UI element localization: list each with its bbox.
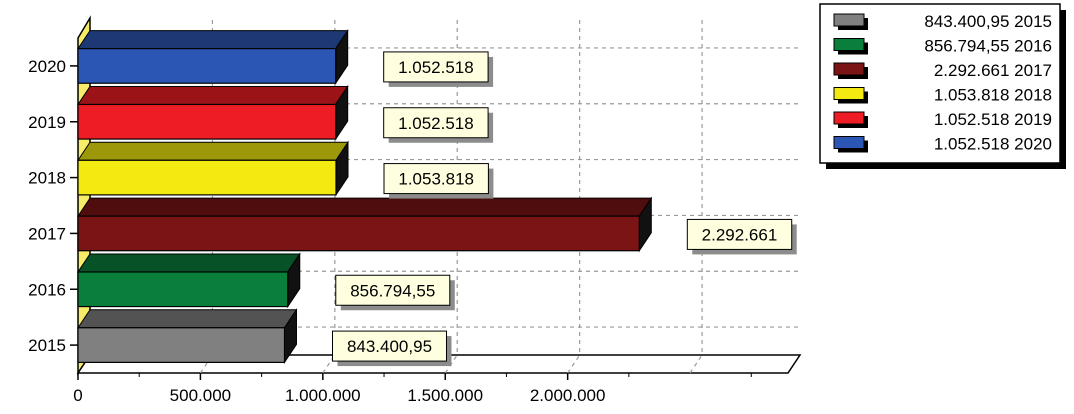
bar-front bbox=[77, 327, 286, 363]
bar-top bbox=[77, 85, 349, 105]
legend-item: 1.052.518 2020 bbox=[833, 135, 1052, 154]
bar-2017 bbox=[77, 196, 653, 253]
legend-swatch bbox=[833, 87, 865, 100]
bar-front bbox=[77, 48, 337, 84]
bar-2018 bbox=[77, 140, 349, 197]
data-label-text: 2.292.661 bbox=[702, 225, 778, 244]
data-label-2020: 1.052.518 bbox=[349, 51, 494, 87]
label-box bbox=[335, 274, 451, 306]
bar-2016 bbox=[77, 252, 301, 309]
x-axis: 0 500.000 1.000.000 1.500.000 2.000.000 bbox=[73, 373, 752, 405]
bar-top bbox=[77, 141, 349, 161]
bar-2019 bbox=[77, 84, 349, 141]
legend-swatch bbox=[833, 38, 865, 51]
data-label-text: 856.794,55 bbox=[350, 281, 435, 300]
x-tick-label: 1.000.000 bbox=[285, 386, 361, 405]
bar-top bbox=[77, 197, 653, 217]
data-labels: 843.400,95 856.794,55 2.292.661 1.053.818 1.… bbox=[298, 51, 797, 367]
data-label-2015: 843.400,95 bbox=[298, 330, 452, 367]
data-label-text: 1.053.818 bbox=[398, 170, 474, 189]
legend-item: 1.052.518 2019 bbox=[833, 110, 1052, 129]
legend-swatch bbox=[833, 136, 865, 149]
bar-top bbox=[77, 30, 349, 50]
data-label-text: 1.052.518 bbox=[398, 114, 474, 133]
legend-item: 2.292.661 2017 bbox=[833, 61, 1052, 80]
legend-item: 843.400,95 2015 bbox=[833, 12, 1052, 31]
label-box bbox=[383, 51, 489, 83]
y-tick-label: 2019 bbox=[28, 113, 66, 132]
legend-swatch bbox=[833, 62, 865, 76]
data-label-text: 1.052.518 bbox=[398, 58, 474, 77]
legend-swatch bbox=[833, 111, 865, 125]
x-tick-label: 0 bbox=[73, 386, 82, 405]
x-tick-label: 2.000.000 bbox=[530, 386, 606, 405]
bar-top bbox=[77, 253, 301, 273]
legend-label: 1.052.518 2019 bbox=[934, 110, 1052, 129]
legend-item: 1.053.818 2018 bbox=[833, 86, 1052, 105]
bar-front bbox=[77, 215, 640, 252]
legend-label: 856.794,55 2016 bbox=[924, 37, 1052, 56]
label-box bbox=[331, 330, 447, 362]
label-box bbox=[383, 163, 489, 195]
x-tick-label: 500.000 bbox=[170, 386, 231, 405]
data-label-2016: 856.794,55 bbox=[301, 274, 455, 311]
y-axis: 2015 2016 2017 2018 2019 2020 bbox=[28, 57, 78, 355]
bars bbox=[77, 28, 653, 365]
y-tick-label: 2018 bbox=[28, 169, 66, 188]
data-label-2019: 1.052.518 bbox=[349, 107, 494, 143]
y-tick-label: 2017 bbox=[28, 224, 66, 243]
data-label-2018: 1.053.818 bbox=[350, 163, 494, 199]
y-tick-label: 2015 bbox=[28, 336, 66, 355]
bar-2015 bbox=[77, 308, 298, 365]
legend-label: 1.053.818 2018 bbox=[934, 86, 1052, 105]
legend-swatch bbox=[833, 13, 865, 27]
legend-label: 2.292.661 2017 bbox=[934, 61, 1052, 80]
y-tick-label: 2020 bbox=[28, 57, 66, 76]
legend-item: 856.794,55 2016 bbox=[833, 37, 1052, 56]
bar-2020 bbox=[77, 28, 349, 85]
bar-top bbox=[77, 309, 298, 329]
x-tick-label: 1.500.000 bbox=[407, 386, 483, 405]
bar-front bbox=[77, 159, 337, 196]
label-box bbox=[383, 107, 489, 139]
bar-front bbox=[77, 271, 289, 308]
bar-front bbox=[77, 103, 337, 140]
legend-label: 843.400,95 2015 bbox=[924, 12, 1052, 31]
data-label-2017: 2.292.661 bbox=[653, 218, 797, 255]
legend: 843.400,95 2015 856.794,55 2016 2.292.661 … bbox=[819, 3, 1066, 169]
label-box bbox=[686, 218, 793, 250]
y-tick-label: 2016 bbox=[28, 280, 66, 299]
legend-label: 1.052.518 2020 bbox=[934, 135, 1052, 154]
gridline-floor bbox=[689, 354, 703, 374]
data-label-text: 843.400,95 bbox=[347, 337, 432, 356]
gridline-floor bbox=[567, 354, 581, 374]
